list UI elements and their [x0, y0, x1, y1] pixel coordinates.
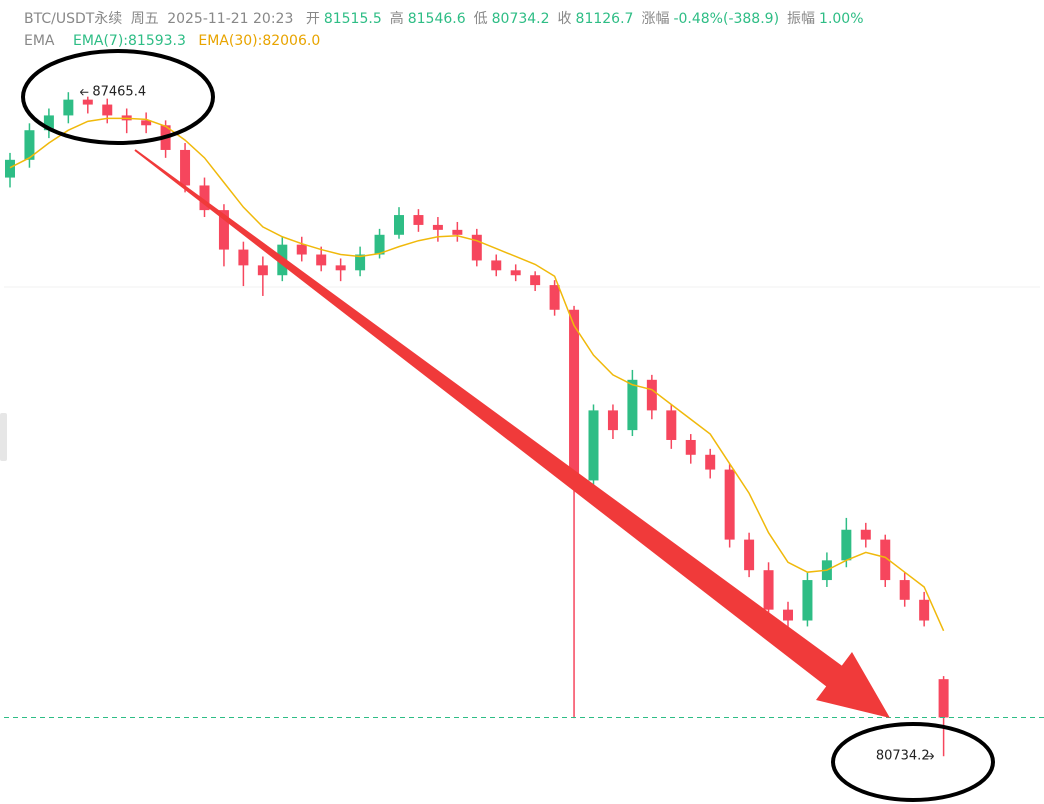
plot — [4, 92, 1044, 757]
candle-body — [860, 529, 871, 540]
field-value: 81546.6 — [407, 11, 466, 27]
candle-body — [685, 439, 696, 455]
candle-body — [5, 159, 15, 178]
field-label: 收 — [557, 11, 572, 27]
field-value: -0.48%(-388.9) — [673, 11, 780, 27]
high-pointer — [79, 88, 89, 96]
candle-body — [43, 115, 54, 131]
field-value: 1.00% — [819, 11, 864, 27]
candle-body — [510, 270, 521, 276]
candle-body — [783, 609, 793, 621]
candle-body — [374, 234, 385, 255]
ema7: EMA(7):81593.3 — [72, 33, 186, 49]
candle-body — [666, 410, 677, 440]
candle-body — [63, 99, 74, 116]
candle-body — [218, 210, 229, 250]
candle-body — [491, 260, 502, 271]
candle-body — [646, 379, 657, 411]
candle-body — [471, 234, 482, 261]
candle-body — [296, 244, 307, 255]
field-label: 开 — [305, 11, 320, 27]
field-label: 振幅 — [787, 11, 816, 27]
field-label: 高 — [389, 11, 404, 27]
candle-body — [880, 539, 891, 581]
candle-body — [102, 104, 113, 116]
side-tab[interactable] — [0, 413, 7, 461]
candle-body — [724, 469, 735, 540]
candle-body — [199, 185, 210, 211]
candle-body — [413, 215, 424, 225]
ema30: EMA(30):82006.0 — [198, 33, 321, 49]
day: 周五 — [130, 11, 159, 27]
candle-body — [627, 379, 638, 431]
indicator-row: EMA EMA(7):81593.3 EMA(30):82006.0 — [24, 30, 872, 52]
candle-body — [432, 224, 443, 230]
field-label: 低 — [473, 11, 488, 27]
candle-body — [394, 215, 404, 235]
annotation-circle — [21, 49, 215, 145]
field-value: 81515.5 — [323, 11, 382, 27]
candle-body — [841, 529, 852, 561]
indicator[interactable]: EMA — [24, 33, 55, 49]
candle-body — [607, 410, 618, 431]
candle-body — [257, 265, 268, 276]
candle-body — [899, 580, 910, 600]
candle-body — [316, 254, 327, 266]
datetime: 2025-11-21 20:23 — [167, 11, 294, 27]
field-value: 80734.2 — [491, 11, 550, 27]
candle-body — [180, 149, 191, 186]
candle-body — [744, 539, 755, 571]
candle-body — [141, 120, 152, 126]
candle-body — [802, 580, 813, 621]
candle-body — [24, 130, 35, 160]
candle-body — [763, 570, 774, 610]
ema-line — [9, 117, 945, 632]
candle-body — [549, 285, 560, 310]
high-label: 87465.4 — [92, 85, 146, 100]
symbol[interactable]: BTC/USDT永续 — [24, 11, 123, 27]
info-row: BTC/USDT永续 周五 2025-11-21 20:23 开 81515.5 高… — [24, 8, 872, 30]
candle-body — [82, 99, 93, 105]
field-label: 涨幅 — [641, 11, 670, 27]
candle-body — [919, 599, 930, 621]
annotation-circle — [831, 722, 995, 802]
candle-body — [569, 309, 580, 481]
low-pointer — [925, 752, 934, 760]
candle-body — [705, 454, 716, 470]
candle-body — [938, 679, 949, 718]
field-value: 81126.7 — [575, 11, 634, 27]
candle-body — [452, 229, 463, 235]
annotation-arrow — [134, 149, 890, 718]
candle-body — [588, 410, 599, 481]
candle-body — [530, 275, 541, 286]
candle-body — [335, 265, 346, 271]
low-label: 80734.2 — [876, 749, 930, 764]
header: BTC/USDT永续 周五 2025-11-21 20:23 开 81515.5 高… — [24, 8, 872, 52]
candle-body — [238, 249, 249, 266]
candle-body — [355, 254, 366, 271]
